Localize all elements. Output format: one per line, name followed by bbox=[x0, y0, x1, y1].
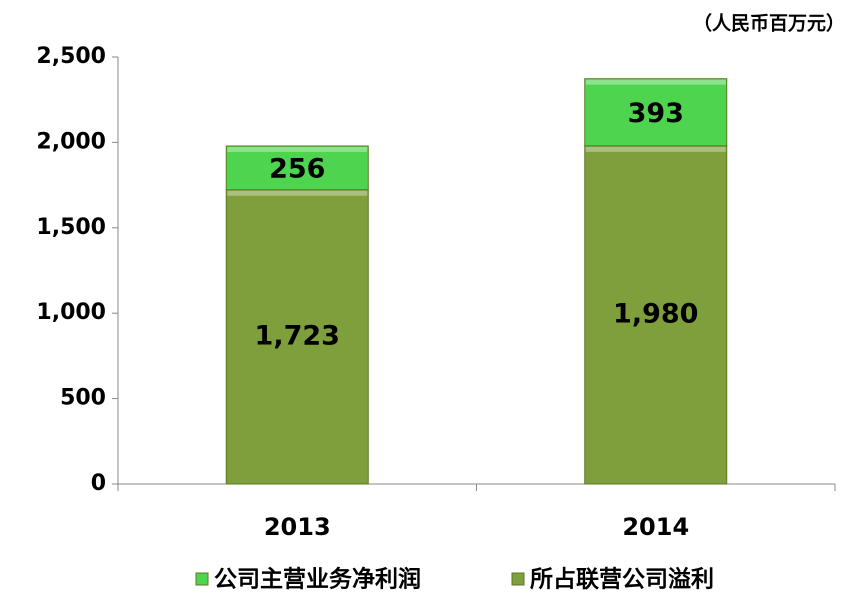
bar-highlight bbox=[585, 79, 726, 85]
y-tick-label: 0 bbox=[91, 471, 106, 496]
y-tick-label: 2,000 bbox=[36, 129, 106, 154]
legend-label: 公司主营业务净利润 bbox=[214, 566, 421, 593]
x-tick-label: 2014 bbox=[622, 513, 689, 541]
y-tick-label: 1,000 bbox=[36, 300, 106, 325]
data-label: 393 bbox=[628, 98, 684, 129]
y-tick-label: 1,500 bbox=[36, 215, 106, 240]
bar-segment bbox=[225, 145, 369, 191]
legend-swatch bbox=[195, 572, 209, 586]
bar-highlight bbox=[585, 146, 726, 152]
legend-label: 所占联营公司溢利 bbox=[530, 566, 714, 593]
bar-highlight bbox=[227, 190, 368, 196]
legend-swatch bbox=[511, 572, 525, 586]
data-label: 1,723 bbox=[255, 320, 340, 351]
bar-highlight bbox=[227, 146, 368, 152]
y-tick-label: 500 bbox=[60, 386, 106, 411]
data-label: 1,980 bbox=[613, 298, 698, 329]
unit-label: （人民币百万元） bbox=[693, 12, 845, 35]
x-tick-label: 2013 bbox=[264, 513, 331, 541]
y-tick-label: 2,500 bbox=[36, 44, 106, 69]
bar-segment bbox=[225, 189, 369, 485]
bar-segment bbox=[584, 145, 728, 485]
data-label: 256 bbox=[269, 153, 325, 184]
bar-segment bbox=[584, 78, 728, 147]
